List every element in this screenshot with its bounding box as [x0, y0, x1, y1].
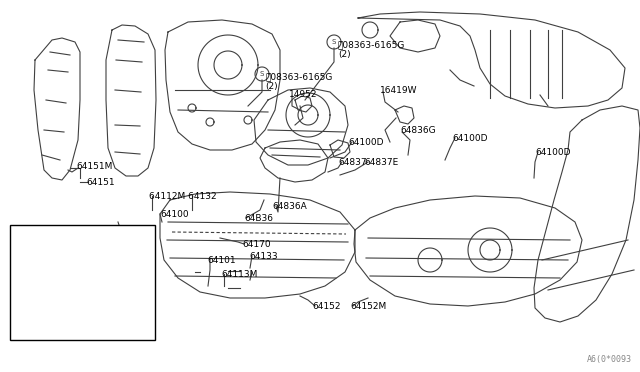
Text: 14952: 14952 — [289, 90, 317, 99]
Text: 64100: 64100 — [160, 210, 189, 219]
Text: 64113M: 64113M — [221, 270, 257, 279]
Text: 64837: 64837 — [338, 158, 367, 167]
Text: 16419W: 16419W — [380, 86, 417, 95]
Text: 64152: 64152 — [312, 302, 340, 311]
Text: 64151M: 64151M — [76, 162, 113, 171]
Text: 64100DB: 64100DB — [46, 264, 88, 273]
Text: S: S — [332, 39, 336, 45]
Text: Ⓢ08363-6165G
(2): Ⓢ08363-6165G (2) — [265, 72, 332, 92]
Text: 64133: 64133 — [249, 252, 278, 261]
Bar — [10, 225, 155, 340]
Text: 64100D: 64100D — [452, 134, 488, 143]
Text: 64112M 64132: 64112M 64132 — [149, 192, 216, 201]
Text: 64151: 64151 — [86, 178, 115, 187]
Text: 64100D: 64100D — [348, 138, 383, 147]
Text: S: S — [260, 71, 264, 77]
Text: 64B36: 64B36 — [244, 214, 273, 223]
Text: 64836A: 64836A — [272, 202, 307, 211]
Text: 64170: 64170 — [242, 240, 271, 249]
Text: 64152M: 64152M — [350, 302, 387, 311]
Text: 64100D: 64100D — [535, 148, 570, 157]
Text: 64837E: 64837E — [364, 158, 398, 167]
Text: 64836G: 64836G — [400, 126, 436, 135]
Text: SEE SEC.750: SEE SEC.750 — [55, 310, 113, 319]
Text: Ⓢ08363-6165G
(2): Ⓢ08363-6165G (2) — [338, 40, 405, 60]
Text: 64100DA: 64100DA — [57, 246, 99, 255]
Text: A6(0*0093: A6(0*0093 — [587, 355, 632, 364]
Text: 64101: 64101 — [207, 256, 236, 265]
